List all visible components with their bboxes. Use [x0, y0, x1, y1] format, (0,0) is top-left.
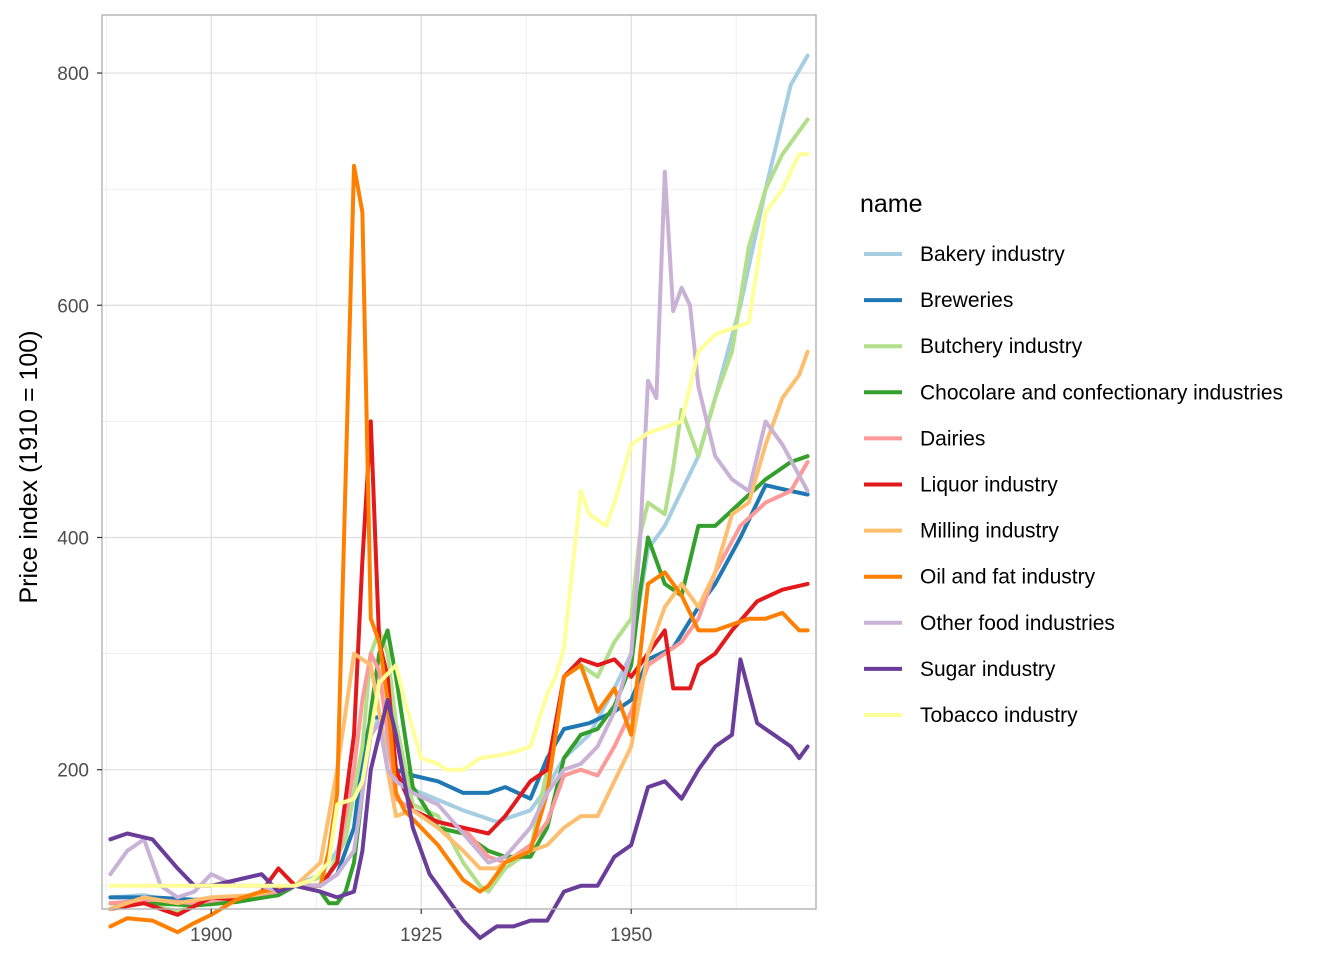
legend-label-butchery-industry: Butchery industry: [920, 335, 1083, 358]
legend: Bakery industry Breweries Butchery industr…: [864, 243, 1283, 727]
x-tick-label: 1950: [610, 925, 652, 946]
legend-title: name: [860, 190, 923, 218]
legend-label-liquor-industry: Liquor industry: [920, 474, 1058, 497]
legend-label-bakery-industry: Bakery industry: [920, 243, 1065, 266]
legend-label-tobacco-industry: Tobacco industry: [920, 704, 1078, 727]
x-tick-label: 1900: [190, 925, 232, 946]
legend-label-other-food-industries: Other food industries: [920, 612, 1115, 635]
series-line-sugar-industry: [108, 657, 810, 940]
legend-label-sugar-industry: Sugar industry: [920, 658, 1056, 681]
x-tick-label: 1925: [400, 925, 442, 946]
y-axis-ticks: 200 400 600 800: [57, 64, 102, 782]
series-lines: [108, 53, 810, 940]
legend-label-chocolare-and-confectionary-industries: Chocolare and confectionary industries: [920, 381, 1283, 404]
legend-label-breweries: Breweries: [920, 289, 1013, 312]
y-tick-label: 800: [57, 64, 89, 85]
series-line-liquor-industry: [108, 419, 810, 917]
x-axis-ticks: 1900 1925 1950: [190, 909, 652, 946]
y-tick-label: 200: [57, 761, 89, 782]
panel-border: [101, 14, 817, 910]
legend-label-oil-and-fat-industry: Oil and fat industry: [920, 566, 1096, 589]
y-tick-label: 400: [57, 528, 89, 549]
minor-gridlines: [102, 15, 816, 909]
legend-label-milling-industry: Milling industry: [920, 520, 1059, 543]
y-axis-title: Price index (1910 = 100): [15, 330, 43, 603]
y-tick-label: 600: [57, 296, 89, 317]
legend-label-dairies: Dairies: [920, 427, 985, 450]
series-line-tobacco-industry: [108, 152, 810, 888]
